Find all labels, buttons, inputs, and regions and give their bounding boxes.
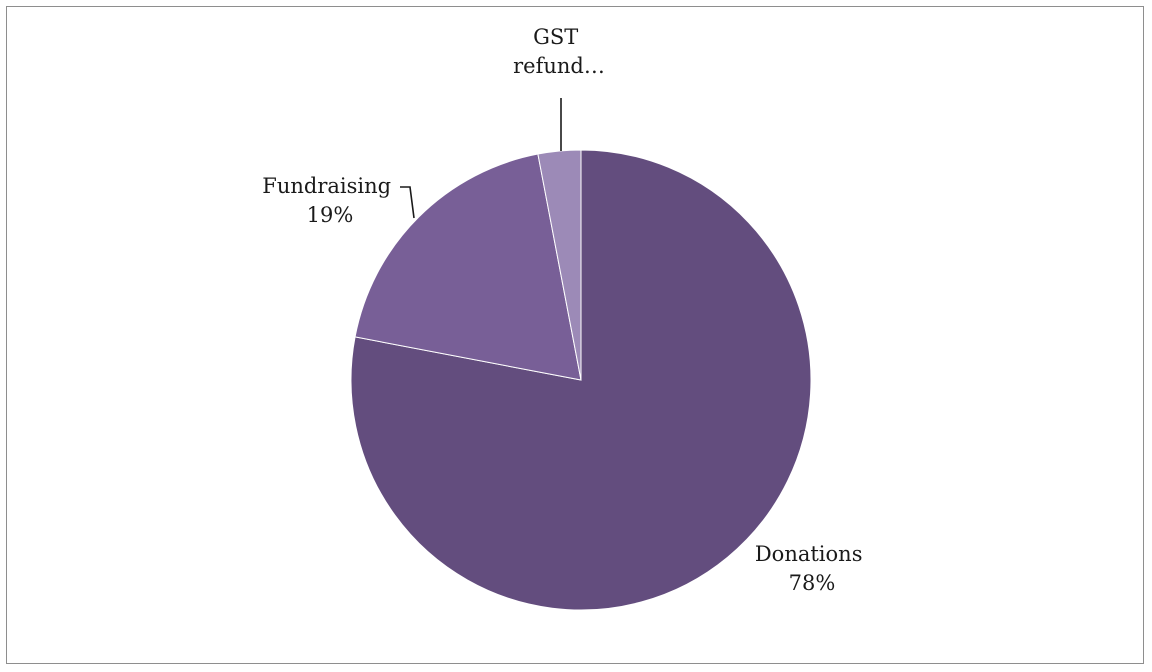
leader-line-fundraising (400, 186, 415, 219)
slice-label-donations-percent: 78% (789, 571, 836, 595)
slice-label-fundraising: Fundraising 19% (262, 174, 398, 227)
slice-label-gst-refund: GST refund… (513, 25, 605, 78)
slice-label-donations-name: Donations (755, 542, 863, 566)
pie-slice-gst-refund (537, 149, 582, 381)
slice-label-gst-refund-line1: GST (533, 25, 578, 49)
pie-slice-fundraising (354, 153, 582, 381)
slice-label-fundraising-name: Fundraising (262, 174, 391, 198)
slice-label-gst-refund-line2: refund… (513, 54, 605, 78)
slice-label-fundraising-percent: 19% (307, 203, 354, 227)
leader-lines (400, 98, 562, 219)
pie-slices (350, 149, 812, 611)
slice-label-donations: Donations 78% (755, 542, 869, 595)
